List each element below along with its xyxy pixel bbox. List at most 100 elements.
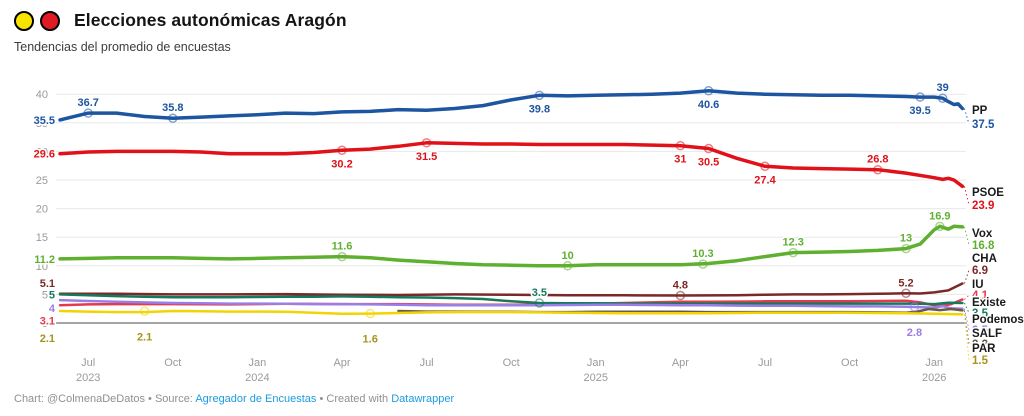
footer-created-with: • Created with — [316, 393, 392, 405]
svg-text:27.4: 27.4 — [754, 174, 776, 186]
svg-text:26.8: 26.8 — [867, 154, 888, 166]
svg-text:1.6: 1.6 — [363, 334, 378, 346]
svg-text:Jan: Jan — [249, 357, 267, 369]
svg-text:35.5: 35.5 — [34, 115, 55, 127]
svg-text:PAR: PAR — [972, 343, 996, 355]
svg-text:2023: 2023 — [76, 372, 100, 384]
svg-text:3.5: 3.5 — [972, 308, 989, 320]
svg-text:25: 25 — [36, 175, 48, 187]
svg-text:SALF: SALF — [972, 328, 1002, 340]
svg-text:5: 5 — [42, 289, 48, 301]
svg-text:39: 39 — [937, 82, 949, 94]
svg-text:10: 10 — [561, 250, 573, 262]
svg-text:12.3: 12.3 — [782, 237, 803, 249]
svg-text:16.8: 16.8 — [972, 240, 995, 252]
svg-text:30: 30 — [36, 146, 48, 158]
svg-text:40.6: 40.6 — [698, 99, 719, 111]
svg-text:15: 15 — [36, 232, 48, 244]
svg-text:37.5: 37.5 — [972, 119, 995, 131]
svg-text:Jul: Jul — [81, 357, 95, 369]
svg-text:2.1: 2.1 — [137, 331, 152, 343]
svg-text:Vox: Vox — [972, 228, 993, 240]
svg-text:Jan: Jan — [587, 357, 605, 369]
svg-text:5.2: 5.2 — [898, 277, 913, 289]
svg-text:Apr: Apr — [333, 357, 350, 369]
svg-text:PP: PP — [972, 105, 988, 117]
svg-text:35.8: 35.8 — [162, 102, 183, 114]
svg-text:31.5: 31.5 — [416, 151, 437, 163]
svg-text:3.5: 3.5 — [532, 287, 547, 299]
footer-chart-credit: Chart: @ColmenaDeDatos • Source: — [14, 393, 196, 405]
series-line-par — [58, 309, 964, 316]
series-line-vox — [58, 224, 965, 268]
series-line-cha — [58, 282, 964, 297]
svg-text:30.2: 30.2 — [331, 158, 352, 170]
source-link[interactable]: Agregador de Encuestas — [195, 393, 317, 405]
svg-text:2025: 2025 — [584, 372, 608, 384]
svg-text:31: 31 — [674, 154, 686, 166]
flag-dot-red-icon — [40, 10, 60, 31]
svg-text:2.5: 2.5 — [972, 325, 989, 337]
footer-byline: Chart: @ColmenaDeDatos • Source: Agregad… — [14, 393, 454, 405]
x-axis-labels: Jul 2023 Oct Jan 2024 Apr Jul Oct Jan 2025 Apr Jul O… — [76, 357, 946, 384]
svg-text:30.5: 30.5 — [698, 157, 719, 169]
svg-text:Apr: Apr — [672, 357, 689, 369]
svg-text:11.2: 11.2 — [34, 254, 55, 266]
series-line-existe — [58, 293, 964, 306]
svg-text:Existe: Existe — [972, 297, 1006, 309]
svg-text:13: 13 — [900, 233, 912, 245]
svg-text:Oct: Oct — [164, 357, 181, 369]
svg-text:6.9: 6.9 — [972, 265, 988, 277]
series-line-pp — [58, 89, 965, 122]
svg-text:Jul: Jul — [420, 357, 434, 369]
series-labels-iu: 3.1 IU4.1 — [38, 278, 990, 329]
svg-text:Jul: Jul — [758, 357, 772, 369]
svg-text:29.6: 29.6 — [34, 149, 55, 161]
flag-dot-yellow-icon — [14, 10, 34, 31]
series-labels-pp: 36.7 35.8 39.8 40.6 39.5 39 35.5 PP 37.5 — [32, 81, 996, 133]
svg-text:Oct: Oct — [841, 357, 858, 369]
svg-text:10: 10 — [36, 261, 48, 273]
svg-text:Oct: Oct — [503, 357, 520, 369]
svg-text:35: 35 — [36, 118, 48, 130]
header: Elecciones autonómicas Aragón Tendencias… — [14, 10, 347, 54]
svg-text:20: 20 — [36, 204, 48, 216]
svg-text:23.9: 23.9 — [972, 200, 994, 212]
datawrapper-link[interactable]: Datawrapper — [391, 393, 455, 405]
svg-text:4: 4 — [49, 303, 56, 315]
svg-text:2.2: 2.2 — [972, 339, 988, 351]
svg-text:0: 0 — [42, 318, 48, 330]
svg-text:4.8: 4.8 — [673, 280, 688, 292]
svg-text:2024: 2024 — [245, 372, 269, 384]
svg-text:2.8: 2.8 — [907, 327, 922, 339]
svg-text:39.8: 39.8 — [529, 103, 550, 115]
svg-text:1.5: 1.5 — [972, 355, 989, 367]
svg-text:4.1: 4.1 — [972, 290, 989, 302]
svg-text:IU: IU — [972, 279, 984, 291]
svg-text:2026: 2026 — [922, 372, 946, 384]
svg-text:36.7: 36.7 — [77, 97, 98, 109]
page-title: Elecciones autonómicas Aragón — [74, 10, 347, 30]
svg-text:16.9: 16.9 — [929, 210, 950, 222]
svg-text:Jan: Jan — [925, 357, 943, 369]
svg-text:10.3: 10.3 — [692, 248, 713, 260]
series-line-podemos — [58, 298, 964, 310]
svg-text:3.1: 3.1 — [40, 315, 55, 327]
chart-subtitle: Tendencias del promedio de encuestas — [14, 40, 231, 54]
svg-text:5.1: 5.1 — [40, 278, 55, 290]
svg-text:CHA: CHA — [972, 253, 997, 265]
svg-text:40: 40 — [36, 89, 48, 101]
svg-text:11.6: 11.6 — [332, 241, 353, 253]
svg-text:2.1: 2.1 — [40, 333, 55, 345]
svg-text:39.5: 39.5 — [909, 105, 930, 117]
svg-text:5: 5 — [49, 289, 55, 301]
